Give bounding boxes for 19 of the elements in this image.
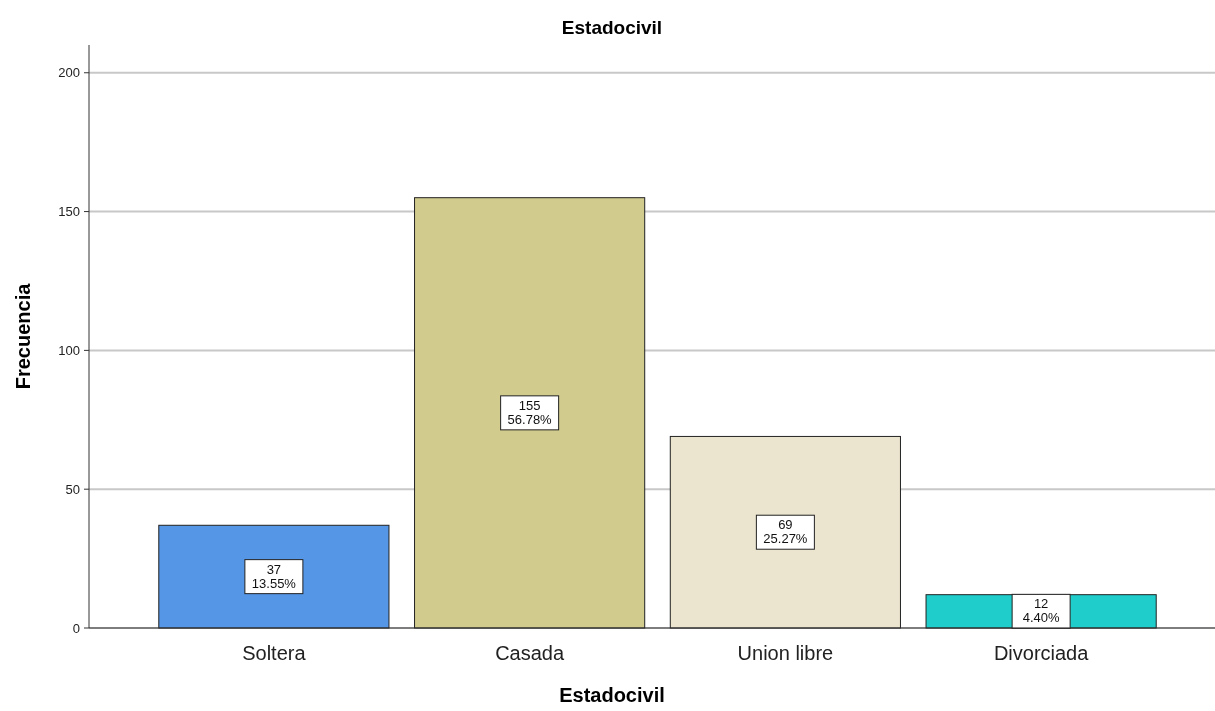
y-axis-title: Frecuencia	[12, 282, 34, 390]
y-tick-label: 100	[58, 342, 80, 358]
chart-title: Estadocivil	[561, 17, 663, 38]
y-tick-label: 50	[65, 481, 80, 497]
x-tick-label: Union libre	[737, 642, 834, 664]
x-axis-title: Estadocivil	[559, 684, 665, 706]
bar	[158, 524, 390, 629]
x-tick-label: Soltera	[242, 642, 307, 664]
y-tick-label: 200	[58, 65, 80, 81]
data-label: 12 4.40%	[1022, 596, 1060, 626]
x-tick-label: Divorciada	[993, 642, 1090, 664]
data-label: 69 25.27%	[763, 517, 808, 547]
y-tick-label: 0	[72, 620, 80, 636]
data-label: 155 56.78%	[507, 397, 553, 427]
bar	[669, 435, 901, 629]
data-label: 37 13.55%	[251, 561, 297, 591]
bar	[414, 197, 646, 629]
x-tick-label: Casada	[495, 642, 565, 664]
y-tick-label: 150	[58, 204, 80, 220]
